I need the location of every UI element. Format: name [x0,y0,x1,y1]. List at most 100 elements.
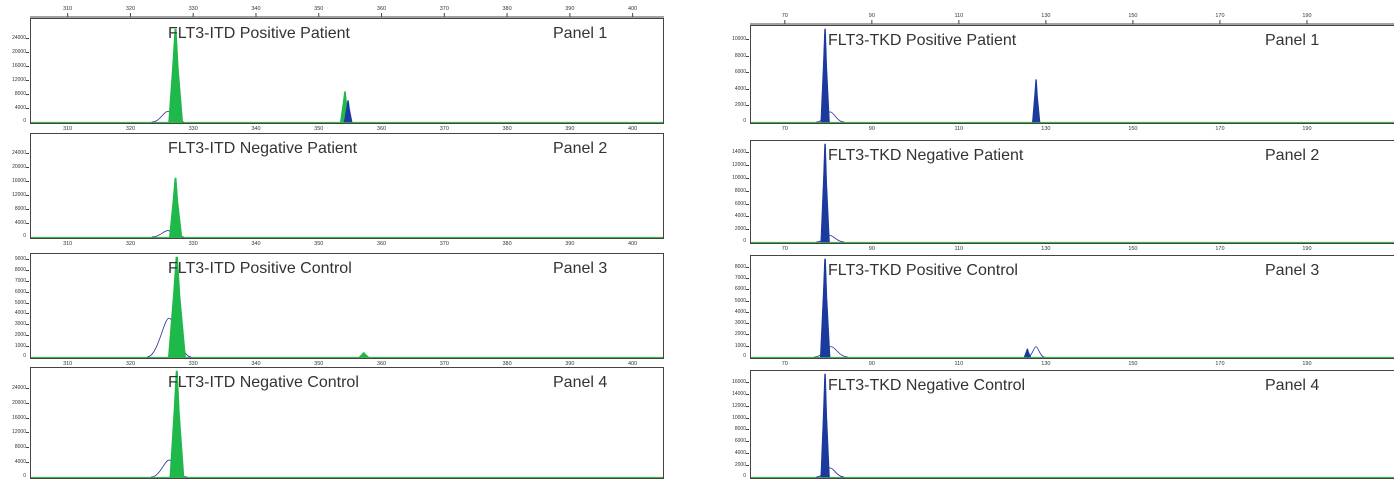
y-tick-label: 16000 [12,63,26,69]
panel-title: FLT3-TKD Positive Control [828,262,1018,279]
y-tick-label: 7000 [14,277,26,284]
y-tick-mark [746,39,749,41]
top-x-axis-svg: 310 320 330 340 350 360 370 380 390 400 [30,6,664,18]
x-axis-row: 310 320 330 340 350 360 370 380 390 400 [63,126,637,132]
y-tick-mark [746,334,749,336]
y-tick-mark [26,153,29,154]
x-tick-label: 350 [314,241,323,247]
y-tick-mark [746,311,749,313]
x-tick-label: 90 [869,13,875,19]
y-tick-label: 4000 [14,310,26,317]
y-tick-label: 12000 [12,429,26,436]
signal-peak [169,370,185,478]
y-tick-mark [746,441,749,443]
y-tick-label: 0 [23,233,26,239]
x-tick-label: 400 [628,126,637,132]
peaks-svg [751,143,1394,243]
y-tick-mark [26,313,29,315]
x-tick-label: 310 [63,6,72,12]
y-tick-label: 5000 [734,297,746,304]
y-axis: 2000 4000 6000 8000 10000 12000 14000 0 [720,140,749,244]
y-tick-label: 12000 [732,162,746,169]
y-tick-mark [26,66,29,67]
y-tick-label: 8000 [734,187,746,194]
y-tick-label: 8000 [14,444,26,451]
y-tick-mark [746,277,749,279]
signal-peak [819,258,831,358]
x-tick-label: 350 [314,126,323,132]
y-tick-mark [26,223,29,224]
y-tick-label: 0 [743,473,746,479]
y-tick-mark [746,429,749,431]
y-tick-label: 10000 [732,175,746,181]
x-tick-label: 110 [954,126,963,132]
y-tick-mark [746,105,749,107]
y-tick-mark [26,94,29,95]
x-tick-label: 360 [377,361,386,367]
signal-peak [1023,348,1032,358]
panel-tag: Panel 1 [1265,32,1320,49]
panel-title: FLT3-TKD Negative Patient [828,147,1024,164]
y-tick-mark [746,165,749,167]
x-tick-label: 370 [440,6,449,12]
x-tick-label: 190 [1302,126,1311,132]
x-tick-label: 350 [314,361,323,367]
panel-title: FLT3-ITD Negative Patient [168,140,358,157]
x-tick-label: 380 [502,6,511,12]
y-axis: 1000 2000 3000 4000 5000 6000 7000 8000 0 [720,255,749,359]
y-tick-label: 0 [743,353,746,359]
y-tick-label: 14000 [732,390,746,397]
x-tick-label: 340 [251,241,260,247]
x-tick-label: 310 [63,241,72,247]
y-tick-label: 4000 [734,450,746,457]
y-tick-mark [746,266,749,268]
x-tick-label: 110 [954,246,963,252]
x-tick-label: 320 [126,126,135,132]
peaks-svg [751,373,1394,478]
y-axis: 1000 2000 3000 4000 5000 6000 7000 8000 9000 0 [0,253,29,359]
y-tick-label: 0 [23,353,26,359]
panel-tag: Panel 1 [553,25,608,42]
panel-title: FLT3-ITD Negative Control [168,374,359,391]
y-tick-label: 10000 [732,414,746,421]
y-tick-label: 14000 [732,149,746,156]
x-tick-label: 130 [1041,13,1050,19]
x-tick-label: 340 [251,361,260,367]
y-tick-mark [26,259,29,260]
y-tick-mark [746,381,749,383]
x-tick-label: 130 [1041,246,1050,252]
x-tick-label: 360 [377,6,386,12]
y-tick-label: 12000 [12,192,26,198]
x-tick-label: 320 [126,6,135,12]
x-tick-label: 390 [565,241,574,247]
y-tick-mark [746,203,749,205]
x-tick-label: 390 [565,126,574,132]
signal-peak [343,100,353,123]
x-tick-label: 110 [954,13,963,19]
plot-area [30,367,664,479]
signal-peak [169,177,183,238]
panel-tag: Panel 2 [553,140,608,157]
y-axis: 2000 4000 6000 8000 10000 12000 14000 16000 0 [720,370,749,479]
y-tick-label: 2000 [734,462,746,469]
x-tick-label: 110 [954,361,963,367]
x-tick-label: 310 [63,126,72,132]
chromatogram-panel: 4000 8000 12000 16000 20000 24000 0 FLT3-ITD Ne… [0,133,672,239]
y-tick-label: 3000 [734,320,746,327]
y-tick-label: 0 [23,118,26,124]
x-tick-label: 370 [440,126,449,132]
x-axis-row: 70 90 110 130 150 170 190 [782,126,1312,132]
y-tick-label: 6000 [734,69,746,76]
y-tick-mark [26,447,29,449]
y-tick-label: 6000 [734,286,746,293]
x-tick-label: 70 [782,361,788,367]
y-tick-label: 16000 [12,414,26,421]
peaks-svg [31,177,663,238]
panel-tag: Panel 3 [553,260,608,277]
y-tick-mark [26,181,29,182]
plot-area [750,370,1394,479]
y-tick-label: 6000 [734,438,746,445]
x-tick-label: 150 [1128,361,1137,367]
y-tick-label: 8000 [734,52,746,59]
x-tick-label: 90 [869,361,875,367]
